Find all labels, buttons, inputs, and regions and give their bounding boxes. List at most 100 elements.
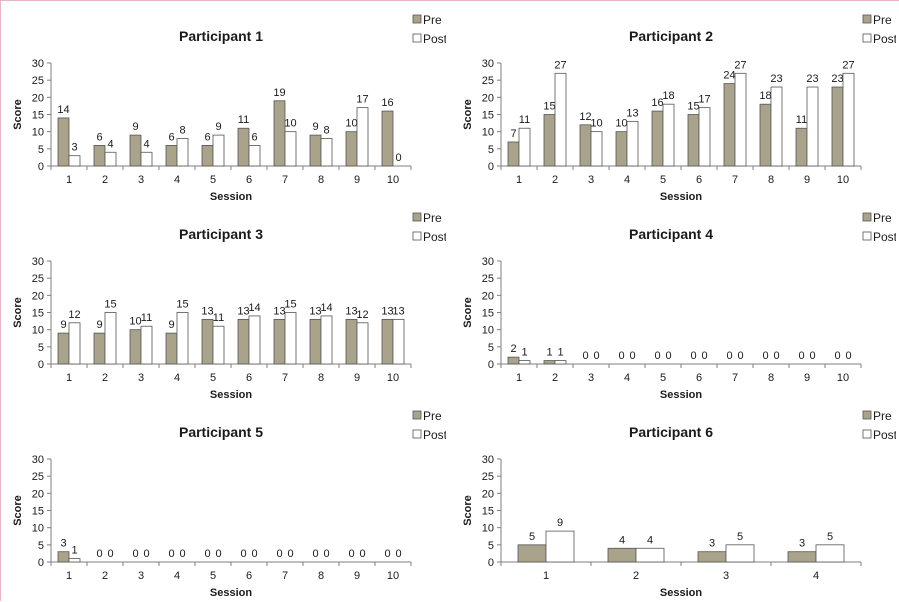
data-label: 3 (709, 538, 715, 550)
data-label: 9 (60, 319, 66, 331)
legend-swatch-post (862, 33, 872, 43)
x-tick-label: 7 (282, 372, 288, 384)
data-label: 14 (248, 302, 260, 314)
x-tick-label: 2 (102, 174, 108, 186)
x-tick-label: 9 (804, 174, 810, 186)
legend-swatch-pre (412, 212, 422, 222)
x-tick-label: 5 (210, 570, 216, 582)
x-tick-label: 4 (174, 174, 180, 186)
y-tick-label: 5 (38, 144, 44, 156)
y-tick-label: 0 (488, 161, 494, 173)
y-tick-label: 10 (32, 127, 44, 139)
y-axis-label: Score (12, 495, 24, 526)
data-label: 13 (381, 305, 393, 317)
y-tick-label: 5 (488, 540, 494, 552)
legend-label: Post (873, 230, 896, 244)
data-label: 19 (273, 87, 285, 99)
data-label: 1 (521, 347, 527, 359)
data-label: 0 (593, 350, 599, 362)
bar-post (635, 547, 665, 563)
data-label: 24 (723, 70, 735, 82)
bar-pre (723, 83, 736, 167)
y-tick-label: 10 (482, 523, 494, 535)
data-label: 0 (168, 548, 174, 560)
chart-svg: Participant 3ScoreSession051015202530191… (12, 211, 448, 401)
data-label: 0 (762, 350, 768, 362)
y-tick-label: 0 (488, 359, 494, 371)
bar-pre (273, 100, 286, 167)
data-label: 3 (60, 538, 66, 550)
data-label: 0 (618, 350, 624, 362)
y-tick-label: 25 (482, 75, 494, 87)
x-tick-label: 5 (210, 174, 216, 186)
data-label: 3 (71, 142, 77, 154)
bar-pre (129, 134, 142, 167)
y-tick-label: 30 (32, 58, 44, 70)
y-tick-label: 20 (32, 92, 44, 104)
data-label: 1 (71, 545, 77, 557)
data-label: 0 (287, 548, 293, 560)
data-label: 23 (831, 73, 843, 85)
bar-pre (309, 134, 322, 167)
chart-participant-1: Participant 1 Score Session 0 5 10 15 20 25 30 1 14… (1, 1, 448, 206)
bar-pre (687, 114, 700, 167)
data-label: 0 (690, 350, 696, 362)
chart-title: Participant 1 (179, 28, 263, 44)
data-label: 0 (773, 350, 779, 362)
data-label: 0 (348, 548, 354, 560)
x-tick-label: 10 (837, 174, 849, 186)
bar-post (770, 86, 783, 167)
bar-post (248, 144, 261, 167)
data-label: 13 (626, 107, 638, 119)
y-axis-label: Score (462, 99, 474, 130)
data-label: 9 (215, 121, 221, 133)
data-label: 11 (213, 312, 224, 324)
chart-title: Participant 3 (179, 226, 263, 242)
x-tick-label: 7 (282, 570, 288, 582)
y-tick-label: 5 (488, 144, 494, 156)
chart-svg: Participant 1ScoreSession051015202530114… (12, 13, 448, 203)
x-axis-label: Session (210, 191, 252, 201)
y-tick-label: 0 (38, 359, 44, 371)
x-tick-label: 8 (318, 174, 324, 186)
x-tick-label: 4 (813, 570, 819, 582)
data-label: 0 (276, 548, 282, 560)
bar-post (248, 315, 261, 365)
y-tick-label: 5 (38, 342, 44, 354)
data-label: 6 (251, 131, 257, 143)
data-label: 4 (619, 534, 625, 546)
chart-participant-2: Participant 2 Score Session 0 5 10 15 20 25 30 1 7 1… (451, 1, 898, 206)
data-label: 23 (806, 73, 818, 85)
y-tick-label: 15 (482, 506, 494, 518)
bar-post (104, 151, 117, 167)
legend-label: Pre (873, 409, 892, 423)
bar-pre (543, 114, 556, 167)
x-tick-label: 3 (138, 372, 144, 384)
y-tick-label: 15 (32, 506, 44, 518)
x-tick-label: 2 (633, 570, 639, 582)
bar-pre (345, 318, 358, 365)
data-label: 16 (381, 97, 393, 109)
data-label: 0 (204, 548, 210, 560)
y-tick-label: 25 (482, 273, 494, 285)
bar-post (518, 360, 531, 365)
data-label: 0 (384, 548, 390, 560)
bar-pre (615, 131, 628, 167)
x-axis-label: Session (210, 389, 252, 399)
x-tick-label: 5 (660, 174, 666, 186)
data-label: 13 (201, 305, 213, 317)
data-label: 3 (799, 538, 805, 550)
y-tick-label: 10 (32, 523, 44, 535)
data-label: 16 (651, 97, 663, 109)
y-tick-label: 10 (32, 325, 44, 337)
data-label: 23 (770, 73, 782, 85)
bar-pre (651, 110, 664, 167)
y-tick-label: 25 (32, 273, 44, 285)
data-label: 8 (179, 125, 185, 137)
bar-post (104, 312, 117, 365)
data-label: 0 (809, 350, 815, 362)
bar-post (734, 72, 747, 167)
y-tick-label: 25 (32, 471, 44, 483)
bar-pre (165, 332, 178, 365)
data-label: 12 (68, 309, 80, 321)
